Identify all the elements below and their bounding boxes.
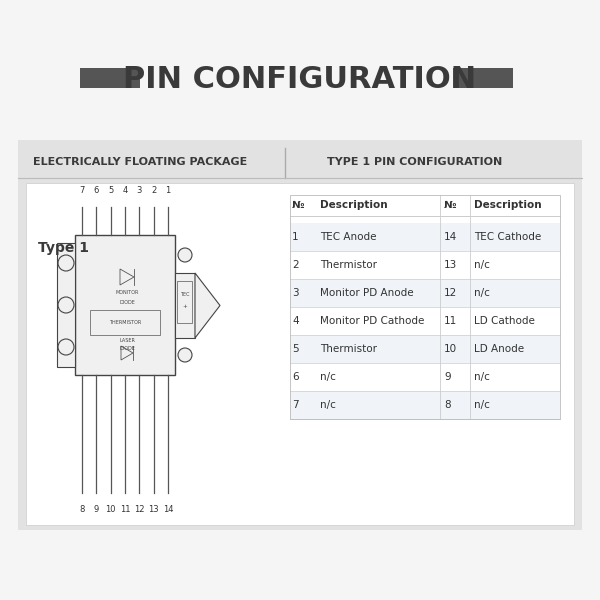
Text: 6: 6: [94, 186, 99, 195]
Text: n/c: n/c: [474, 288, 490, 298]
Text: №: №: [292, 200, 305, 210]
Text: n/c: n/c: [320, 400, 336, 410]
Text: TEC Anode: TEC Anode: [320, 232, 377, 242]
Text: 4: 4: [292, 316, 299, 326]
Circle shape: [178, 348, 192, 362]
Bar: [290, 279, 560, 307]
Text: 9: 9: [94, 505, 99, 514]
Text: Description: Description: [474, 200, 542, 210]
Text: n/c: n/c: [320, 372, 336, 382]
Bar: [90, 310, 160, 335]
Text: 3: 3: [137, 186, 142, 195]
Circle shape: [58, 339, 74, 355]
Bar: [26, 183, 574, 525]
Bar: [290, 251, 560, 279]
Text: n/c: n/c: [474, 372, 490, 382]
Text: LD Cathode: LD Cathode: [474, 316, 535, 326]
Text: MONITOR: MONITOR: [115, 290, 139, 295]
Bar: [18, 140, 582, 530]
Text: Monitor PD Anode: Monitor PD Anode: [320, 288, 413, 298]
Text: DIODE: DIODE: [119, 299, 135, 304]
Circle shape: [178, 248, 192, 262]
Bar: [175, 273, 195, 338]
Bar: [290, 363, 560, 391]
Bar: [290, 223, 560, 251]
Text: 10: 10: [444, 344, 457, 354]
Bar: [290, 307, 560, 335]
Text: 13: 13: [148, 505, 159, 514]
Text: 2: 2: [292, 260, 299, 270]
Text: TEC Cathode: TEC Cathode: [474, 232, 541, 242]
Text: 8: 8: [444, 400, 451, 410]
Text: 7: 7: [79, 186, 85, 195]
Text: DIODE: DIODE: [119, 346, 135, 350]
Text: 5: 5: [292, 344, 299, 354]
Text: 9: 9: [444, 372, 451, 382]
Text: 7: 7: [292, 400, 299, 410]
Circle shape: [58, 297, 74, 313]
Polygon shape: [195, 273, 220, 338]
Polygon shape: [121, 346, 133, 360]
Bar: [290, 391, 560, 419]
Bar: [177, 281, 192, 323]
Text: 1: 1: [292, 232, 299, 242]
Text: 11: 11: [444, 316, 457, 326]
Bar: [57, 243, 75, 367]
Circle shape: [58, 255, 74, 271]
Text: 11: 11: [120, 505, 130, 514]
Text: 4: 4: [122, 186, 128, 195]
Text: 12: 12: [134, 505, 145, 514]
Text: ELECTRICALLY FLOATING PACKAGE: ELECTRICALLY FLOATING PACKAGE: [33, 157, 247, 167]
Text: 12: 12: [444, 288, 457, 298]
Text: THERMISTOR: THERMISTOR: [109, 320, 141, 325]
Text: LASER: LASER: [119, 337, 135, 343]
Text: PIN CONFIGURATION: PIN CONFIGURATION: [124, 64, 476, 94]
Text: n/c: n/c: [474, 260, 490, 270]
Text: n/c: n/c: [474, 400, 490, 410]
Text: Thermistor: Thermistor: [320, 344, 377, 354]
Text: TYPE 1 PIN CONFIGURATION: TYPE 1 PIN CONFIGURATION: [328, 157, 503, 167]
Bar: [290, 335, 560, 363]
Text: Thermistor: Thermistor: [320, 260, 377, 270]
Text: +: +: [182, 304, 187, 310]
Bar: [453, 68, 513, 88]
Text: 8: 8: [79, 505, 85, 514]
Text: 13: 13: [444, 260, 457, 270]
Text: TEC: TEC: [180, 292, 189, 298]
Bar: [290, 195, 560, 419]
Text: №: №: [444, 200, 457, 210]
Text: 1: 1: [165, 186, 170, 195]
Text: Type 1: Type 1: [38, 241, 89, 255]
Text: 14: 14: [163, 505, 173, 514]
Bar: [75, 235, 175, 375]
Polygon shape: [120, 269, 134, 285]
Text: LD Anode: LD Anode: [474, 344, 524, 354]
Text: 2: 2: [151, 186, 156, 195]
Text: Monitor PD Cathode: Monitor PD Cathode: [320, 316, 424, 326]
Text: 5: 5: [108, 186, 113, 195]
Bar: [80, 68, 140, 88]
Text: Description: Description: [320, 200, 388, 210]
Text: 14: 14: [444, 232, 457, 242]
Text: 10: 10: [106, 505, 116, 514]
Text: 3: 3: [292, 288, 299, 298]
Text: 6: 6: [292, 372, 299, 382]
